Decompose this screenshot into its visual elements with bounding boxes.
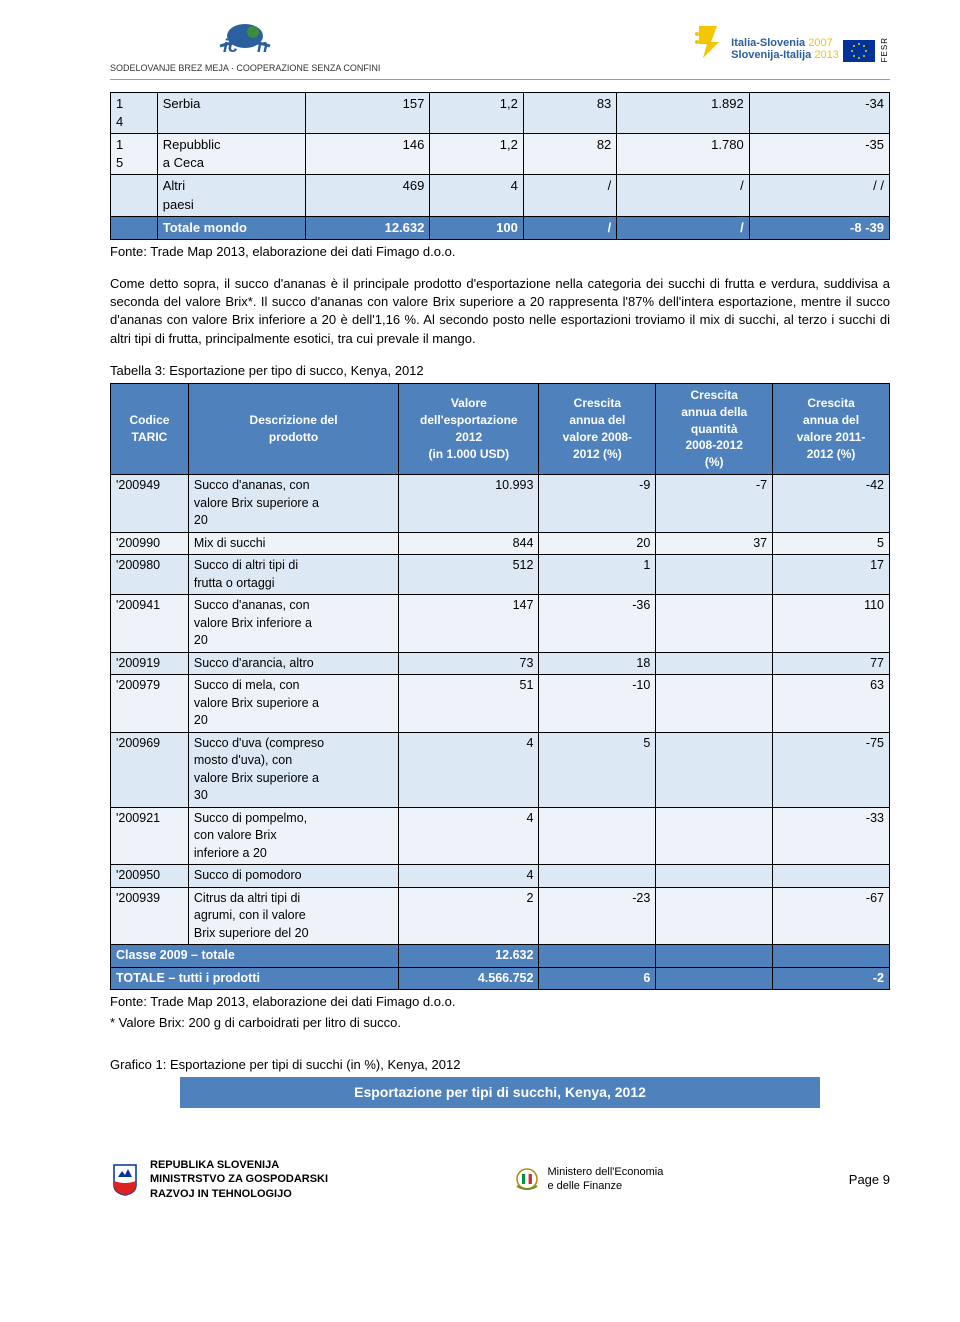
table-row: '200939Citrus da altri tipi di agrumi, c… [111,887,890,945]
footer-left: REPUBLIKA SLOVENIJA MINISTRSTVO ZA GOSPO… [110,1158,328,1201]
table-row: '200949Succo d'ananas, con valore Brix s… [111,475,890,533]
logo-left: icn SODELOVANJE BREZ MEJA · COOPERAZIONE… [110,18,380,75]
table-row: '200921Succo di pompelmo, con valore Bri… [111,807,890,865]
slovenia-crest-icon [110,1163,140,1197]
table-row: 1 4Serbia1571,2831.892-34 [111,92,890,133]
header-rule [110,79,890,80]
table-2-caption: Tabella 3: Esportazione per tipo di succ… [110,362,890,380]
svg-text:n: n [257,36,268,56]
italy-crest-icon [514,1166,540,1194]
table-row: '200950Succo di pomodoro4 [111,865,890,888]
body-paragraph: Come detto sopra, il succo d'ananas è il… [110,275,890,348]
table-row: '200979Succo di mela, con valore Brix su… [111,675,890,733]
fesr-label: FESR [879,37,890,62]
table-row: TOTALE – tutti i prodotti4.566.7526-2 [111,967,890,990]
table-2-source-b: * Valore Brix: 200 g di carboidrati per … [110,1014,890,1032]
table-row: '200990Mix di succhi84420375 [111,532,890,555]
table-row: '200969Succo d'uva (compreso mosto d'uva… [111,732,890,807]
page-header: icn SODELOVANJE BREZ MEJA · COOPERAZIONE… [110,0,890,79]
logo-right: Italia-Slovenia 2007 Slovenija-Italija 2… [689,18,890,62]
table-row: '200941Succo d'ananas, con valore Brix i… [111,595,890,653]
page-number: Page 9 [849,1171,890,1189]
table-row: Totale mondo12.632100//-8 -39 [111,216,890,239]
table-row: '200919Succo d'arancia, altro731877 [111,652,890,675]
chart-subtitle: Esportazione per tipi di succhi, Kenya, … [180,1077,820,1109]
table-2: Codice TARICDescrizione del prodottoValo… [110,383,890,990]
table-2-source-a: Fonte: Trade Map 2013, elaborazione dei … [110,993,890,1011]
svg-text:ic: ic [223,36,238,56]
table-row: Altri paesi4694/// / [111,175,890,216]
table-row: 1 5Repubblic a Ceca1461,2821.780-35 [111,133,890,174]
logo-left-text: SODELOVANJE BREZ MEJA · COOPERAZIONE SEN… [110,63,380,73]
chart-caption: Grafico 1: Esportazione per tipi di succ… [110,1056,890,1074]
table-row: '200980Succo di altri tipi di frutta o o… [111,555,890,595]
table-1-source: Fonte: Trade Map 2013, elaborazione dei … [110,243,890,261]
table-row: Classe 2009 – totale12.632 [111,945,890,968]
page-footer: REPUBLIKA SLOVENIJA MINISTRSTVO ZA GOSPO… [0,1138,960,1211]
table-1: 1 4Serbia1571,2831.892-341 5Repubblic a … [110,92,890,240]
footer-center: Ministero dell'Economia e delle Finanze [514,1166,664,1194]
